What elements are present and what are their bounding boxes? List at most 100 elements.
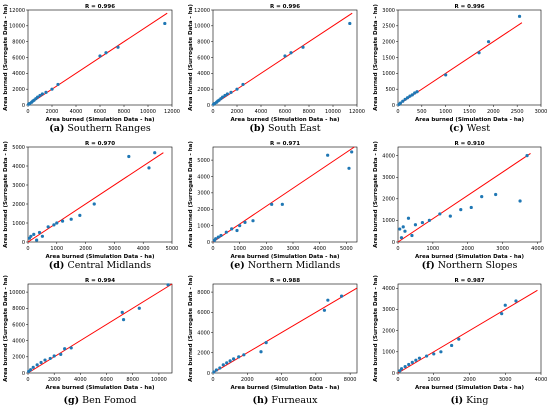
data-point	[417, 356, 422, 360]
y-tick-label: 5000	[12, 145, 25, 151]
fit-line	[27, 283, 173, 374]
data-point	[225, 92, 229, 96]
data-point	[212, 370, 216, 374]
data-point	[166, 283, 170, 287]
x-tick-label: 2000	[79, 246, 92, 252]
data-point	[46, 225, 50, 229]
panel-name: Furneaux	[271, 395, 318, 406]
data-point	[420, 220, 425, 225]
x-axis-label: Area burned (Simulation Data - ha)	[46, 385, 155, 391]
data-point	[221, 363, 225, 367]
data-point	[153, 151, 157, 155]
x-tick-label: 2000	[461, 246, 474, 252]
y-tick-label: 3000	[12, 183, 25, 189]
x-tick-label: 5000	[340, 246, 353, 252]
data-point	[224, 230, 228, 234]
data-point	[163, 21, 167, 26]
x-tick-label: 1000	[233, 246, 246, 252]
y-tick-label: 5000	[197, 158, 210, 164]
data-point	[407, 362, 411, 367]
x-tick-label: 4000	[531, 246, 544, 252]
panel-label: (a)	[49, 123, 64, 134]
data-point	[229, 90, 233, 94]
data-point	[29, 368, 33, 372]
chart-title: R = 0.910	[454, 141, 484, 147]
y-tick-label: 12000	[194, 8, 210, 14]
data-point	[40, 234, 45, 238]
x-tick-label: 3000	[108, 246, 121, 252]
data-point	[406, 216, 411, 220]
data-point	[500, 312, 504, 316]
data-point	[403, 365, 407, 369]
y-tick-label: 4000	[197, 330, 210, 336]
x-tick-label: 4000	[535, 377, 548, 383]
panel-label: (i)	[451, 395, 464, 406]
x-tick-label: 0	[396, 246, 399, 252]
data-point	[322, 308, 327, 312]
y-axis-label: Area burned (Surrogate Data - ha)	[188, 275, 194, 382]
y-tick-label: 8000	[12, 306, 25, 312]
panel-name: Central Midlands	[67, 260, 151, 271]
y-tick-label: 500	[385, 87, 395, 93]
panel-caption: (c) West	[449, 123, 490, 134]
data-point	[231, 357, 236, 361]
data-point	[50, 87, 54, 91]
x-tick-label: 2000	[463, 377, 476, 383]
y-tick-label: 4000	[12, 71, 25, 77]
y-tick-label: 2000	[12, 355, 25, 361]
fit-line	[212, 12, 353, 106]
chart-title: R = 0.987	[454, 278, 484, 284]
data-point	[444, 73, 448, 77]
data-point	[40, 92, 45, 96]
data-point	[525, 154, 529, 158]
x-tick-label: 4000	[74, 377, 87, 383]
fit-line	[397, 289, 538, 374]
data-point	[283, 54, 287, 58]
data-point	[401, 225, 405, 229]
y-tick-label: 4000	[197, 174, 210, 180]
y-axis-label: Area burned (Surrogate Data - ha)	[188, 4, 194, 111]
x-tick-label: 3000	[499, 377, 512, 383]
plot-frame	[27, 283, 173, 374]
data-point	[44, 90, 48, 94]
data-point	[259, 350, 263, 354]
y-axis-label: Area burned (Surrogate Data - ha)	[373, 141, 379, 248]
x-axis-label: Area burned (Simulation Data - ha)	[46, 117, 155, 123]
data-point	[121, 318, 126, 322]
y-tick-label: 10000	[9, 24, 25, 30]
y-tick-label: 0	[392, 371, 395, 377]
chart-title: R = 0.971	[270, 141, 300, 147]
data-point	[63, 347, 67, 351]
data-point	[59, 352, 63, 356]
chart-panel: R = 0.996 0 2000 4000 6000 8000 10000 12000 0 200…	[3, 4, 180, 134]
chart-title: R = 0.994	[85, 278, 115, 284]
data-point	[35, 363, 39, 367]
x-tick-label: 0	[26, 377, 29, 383]
y-tick-label: 4000	[12, 338, 25, 344]
x-tick-label: 0	[26, 109, 29, 115]
data-point	[223, 93, 227, 98]
x-tick-label: 3000	[535, 109, 548, 115]
x-axis-label: Area burned (Simulation Data - ha)	[415, 117, 524, 123]
data-point	[503, 303, 507, 307]
y-tick-label: 2000	[197, 87, 210, 93]
data-point	[403, 229, 407, 233]
data-point	[78, 213, 82, 217]
y-tick-label: 2000	[197, 207, 210, 213]
data-point	[98, 54, 102, 58]
x-tick-label: 5000	[166, 246, 179, 252]
x-tick-label: 4000	[275, 377, 288, 383]
data-point	[438, 212, 442, 216]
y-axis-label: Area burned (Surrogate Data - ha)	[3, 141, 9, 248]
x-axis-label: Area burned (Simulation Data - ha)	[231, 385, 340, 391]
x-tick-label: 3000	[287, 246, 300, 252]
y-tick-label: 1000	[382, 71, 395, 77]
data-point	[326, 298, 330, 302]
panel-label: (e)	[230, 260, 245, 271]
y-tick-label: 1000	[382, 218, 395, 224]
y-tick-label: 8000	[197, 39, 210, 45]
data-point	[399, 236, 404, 240]
panel-caption: (g) Ben Fomod	[63, 395, 136, 406]
y-tick-label: 0	[207, 103, 210, 109]
x-tick-label: 6000	[94, 109, 107, 115]
